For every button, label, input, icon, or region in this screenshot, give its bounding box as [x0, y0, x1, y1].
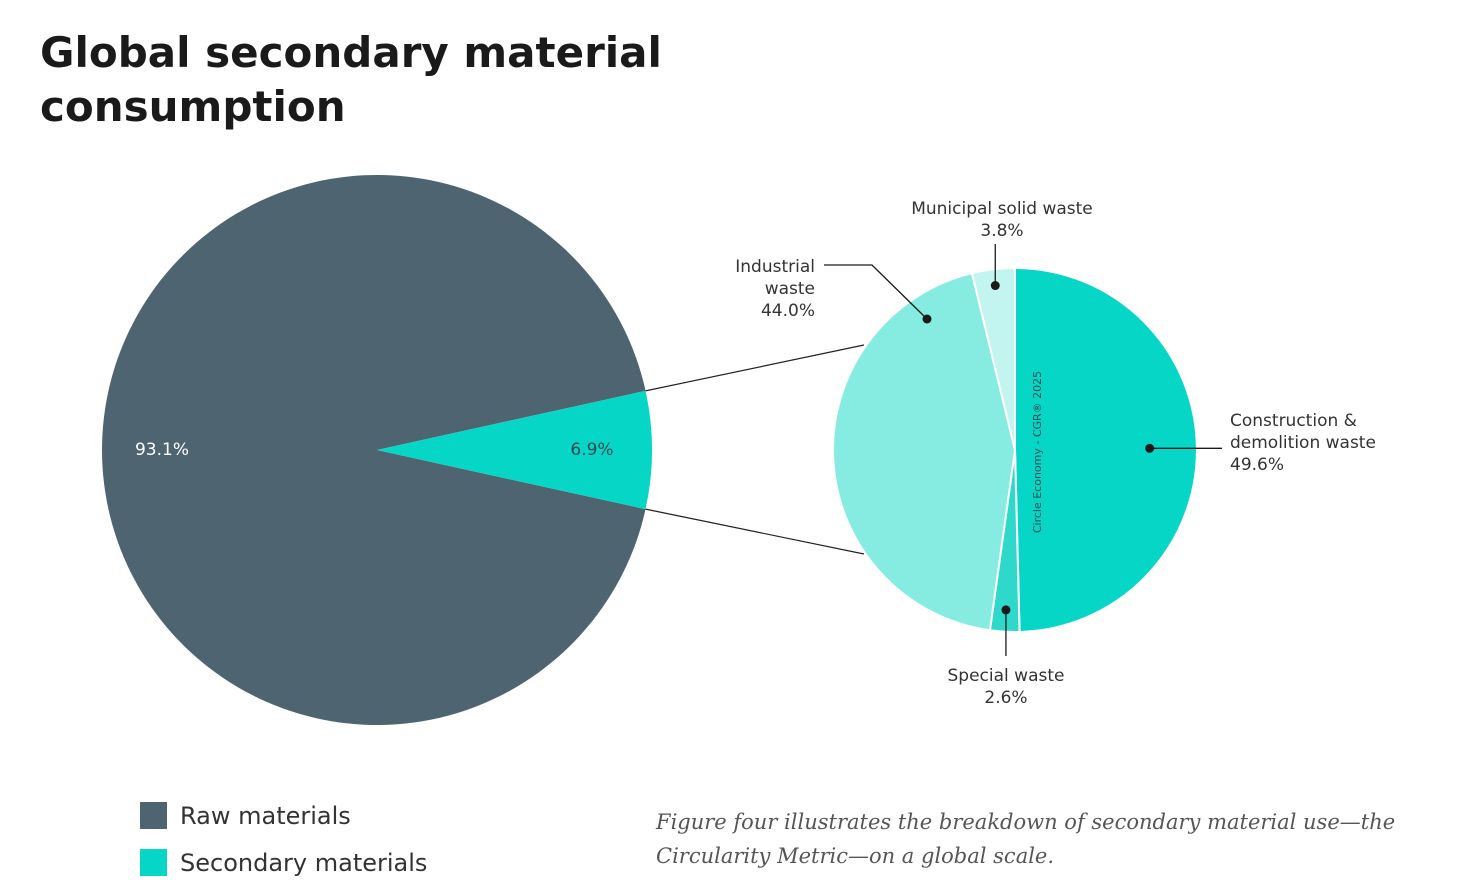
connector-line-top — [645, 344, 865, 392]
legend: Raw materials Secondary materials — [140, 792, 427, 886]
figure-caption: Figure four illustrates the breakdown of… — [656, 810, 1396, 868]
callout-industrial-waste: Industrial waste 44.0% — [735, 257, 815, 321]
callout-construction-demolition: Construction & demolition waste 49.6% — [1230, 411, 1376, 475]
legend-item-raw: Raw materials — [140, 792, 427, 839]
callouts: Construction & demolition waste 49.6% Speci… — [735, 199, 1376, 708]
connector-lines — [645, 344, 865, 555]
chart-title: Global secondary material consumption — [40, 28, 662, 131]
legend-label-raw: Raw materials — [180, 801, 351, 830]
watermark: Circle Economy - CGR® 2025 — [1031, 371, 1044, 533]
value-label-secondary: 6.9% — [570, 440, 613, 460]
connector-line-bottom — [645, 508, 865, 555]
legend-item-secondary: Secondary materials — [140, 839, 427, 886]
callout-line — [824, 264, 928, 320]
main-pie: 93.1% 6.9% — [101, 174, 652, 726]
legend-label-secondary: Secondary materials — [180, 848, 428, 877]
slice-secondary-materials — [377, 390, 652, 510]
slice-municipal-solid-waste — [970, 267, 1016, 451]
callout-municipal-solid-waste: Municipal solid waste 3.8% — [911, 199, 1093, 241]
legend-swatch-raw — [140, 802, 167, 829]
value-label-raw: 93.1% — [135, 440, 189, 460]
secondary-breakdown-pie — [832, 267, 1198, 633]
slice-raw-materials — [101, 174, 646, 726]
legend-swatch-secondary — [140, 849, 167, 876]
callout-special-waste: Special waste 2.6% — [948, 666, 1065, 708]
